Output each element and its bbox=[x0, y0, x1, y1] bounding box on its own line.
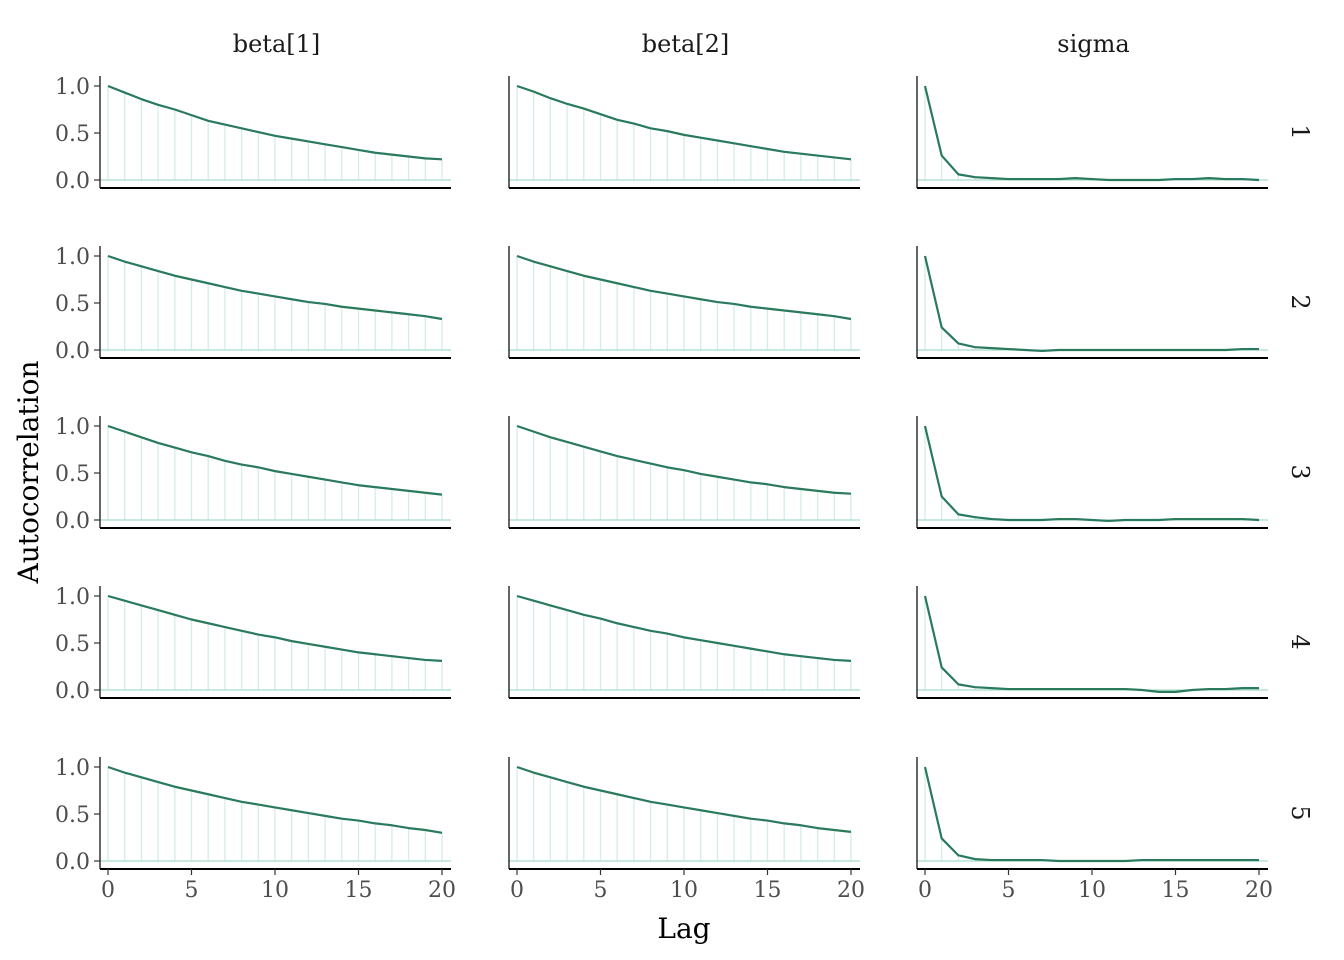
y-tick-label: 0.0 bbox=[55, 169, 90, 194]
y-tick-label: 0.0 bbox=[55, 679, 90, 704]
x-tick-label: 10 bbox=[261, 878, 289, 903]
acf-series-line bbox=[923, 255, 1259, 353]
acf-series-line bbox=[107, 254, 443, 321]
x-tick-label: 20 bbox=[1245, 878, 1273, 903]
row-strip-label: 2 bbox=[1286, 294, 1314, 309]
row-strip-label: 5 bbox=[1286, 805, 1314, 820]
y-tick-label: 1.0 bbox=[55, 756, 90, 781]
y-tick-label: 0.0 bbox=[55, 509, 90, 534]
x-tick-label: 5 bbox=[185, 878, 199, 903]
y-tick-label: 0.0 bbox=[55, 850, 90, 875]
y-tick-label: 0.5 bbox=[55, 462, 90, 487]
x-tick-label: 15 bbox=[345, 878, 373, 903]
acf-series-line bbox=[516, 254, 852, 321]
acf-series-line bbox=[516, 594, 852, 662]
y-tick-label: 1.0 bbox=[55, 245, 90, 270]
acf-panel: 0.0 0.5 1.0 0 5 10 15 20 bbox=[55, 756, 456, 903]
acf-panel: 0 5 10 15 20 bbox=[916, 757, 1273, 903]
acf-panel bbox=[916, 76, 1268, 189]
acf-panel bbox=[508, 246, 860, 359]
acf-panel bbox=[916, 586, 1268, 699]
acf-panel: 0.0 0.5 1.0 bbox=[55, 245, 451, 364]
acf-panel bbox=[916, 416, 1268, 529]
x-tick-label: 0 bbox=[101, 878, 115, 903]
y-tick-label: 0.5 bbox=[55, 803, 90, 828]
x-tick-label: 15 bbox=[754, 878, 782, 903]
y-tick-label: 1.0 bbox=[55, 415, 90, 440]
x-tick-label: 0 bbox=[510, 878, 524, 903]
acf-panel: 0 5 10 15 20 bbox=[508, 757, 865, 903]
acf-panel: 0.0 0.5 1.0 bbox=[55, 75, 451, 194]
acf-panel bbox=[916, 246, 1268, 359]
x-tick-label: 20 bbox=[837, 878, 865, 903]
acf-series-line bbox=[516, 765, 852, 833]
acf-series-line bbox=[923, 425, 1260, 523]
row-strip-label: 4 bbox=[1286, 634, 1314, 649]
acf-panel: 0.0 0.5 1.0 bbox=[55, 585, 451, 704]
x-tick-label: 5 bbox=[594, 878, 608, 903]
x-tick-label: 10 bbox=[1078, 878, 1106, 903]
y-tick-label: 1.0 bbox=[55, 75, 90, 100]
acf-panel bbox=[508, 586, 860, 699]
column-strip-label: sigma bbox=[1057, 30, 1129, 58]
x-tick-label: 15 bbox=[1162, 878, 1190, 903]
y-tick-label: 0.5 bbox=[55, 632, 90, 657]
acf-series-line bbox=[516, 84, 852, 161]
y-tick-label: 1.0 bbox=[55, 585, 90, 610]
row-strip-label: 1 bbox=[1286, 124, 1314, 139]
acf-series-line bbox=[516, 424, 852, 495]
x-axis-title: Lag bbox=[657, 912, 710, 945]
acf-series-line bbox=[107, 84, 443, 161]
row-strip-label: 3 bbox=[1286, 464, 1314, 479]
acf-panel bbox=[508, 76, 860, 189]
acf-series-line bbox=[107, 765, 443, 834]
column-strip-label: beta[2] bbox=[642, 30, 730, 58]
column-strip-label: beta[1] bbox=[233, 30, 321, 58]
x-tick-label: 0 bbox=[918, 878, 932, 903]
acf-panel bbox=[508, 416, 860, 529]
acf-series-line bbox=[923, 766, 1259, 863]
acf-series-line bbox=[923, 85, 1260, 182]
x-tick-label: 5 bbox=[1002, 878, 1016, 903]
y-axis-title: Autocorrelation bbox=[12, 361, 45, 585]
x-tick-label: 10 bbox=[670, 878, 698, 903]
y-tick-label: 0.0 bbox=[55, 339, 90, 364]
acf-panel: 0.0 0.5 1.0 bbox=[55, 415, 451, 534]
y-tick-label: 0.5 bbox=[55, 122, 90, 147]
acf-series-line bbox=[107, 594, 443, 662]
acf-series-line bbox=[923, 595, 1259, 693]
y-tick-label: 0.5 bbox=[55, 292, 90, 317]
x-tick-label: 20 bbox=[428, 878, 456, 903]
acf-series-line bbox=[107, 424, 443, 496]
